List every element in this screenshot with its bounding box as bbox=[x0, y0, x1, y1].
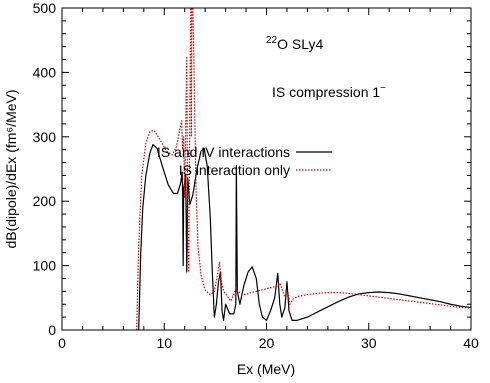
legend-label-series-0: IS and IV interactions bbox=[157, 144, 290, 160]
series-line-0 bbox=[138, 143, 471, 330]
x-tick-label: 40 bbox=[463, 335, 479, 351]
y-tick-label: 400 bbox=[33, 64, 57, 80]
nucleus-annotation: 22O SLy4 bbox=[266, 35, 324, 52]
x-tick-label: 30 bbox=[361, 335, 377, 351]
y-tick-label: 500 bbox=[33, 0, 57, 16]
x-axis-label: Ex (MeV) bbox=[237, 361, 295, 377]
nucleus-label: O SLy4 bbox=[277, 36, 323, 52]
mode-label: IS compression 1 bbox=[272, 84, 380, 100]
series-layer bbox=[136, 8, 471, 330]
mode-annotation: IS compression 1− bbox=[272, 83, 386, 100]
x-tick-label: 20 bbox=[259, 335, 275, 351]
nucleus-mass-number: 22 bbox=[266, 35, 278, 46]
x-tick-label: 10 bbox=[156, 335, 172, 351]
x-tick-label: 0 bbox=[58, 335, 66, 351]
legend-label-series-1: IS interaction only bbox=[179, 162, 290, 178]
y-axis-label: dB(dipole)/dEx (fm⁶/MeV) bbox=[3, 89, 19, 248]
y-tick-label: 0 bbox=[48, 322, 56, 338]
legend: IS and IV interactions IS interaction on… bbox=[157, 144, 332, 178]
mode-superscript: − bbox=[380, 83, 386, 94]
y-tick-label: 200 bbox=[33, 193, 57, 209]
y-tick-label: 300 bbox=[33, 129, 57, 145]
y-tick-label: 100 bbox=[33, 258, 57, 274]
